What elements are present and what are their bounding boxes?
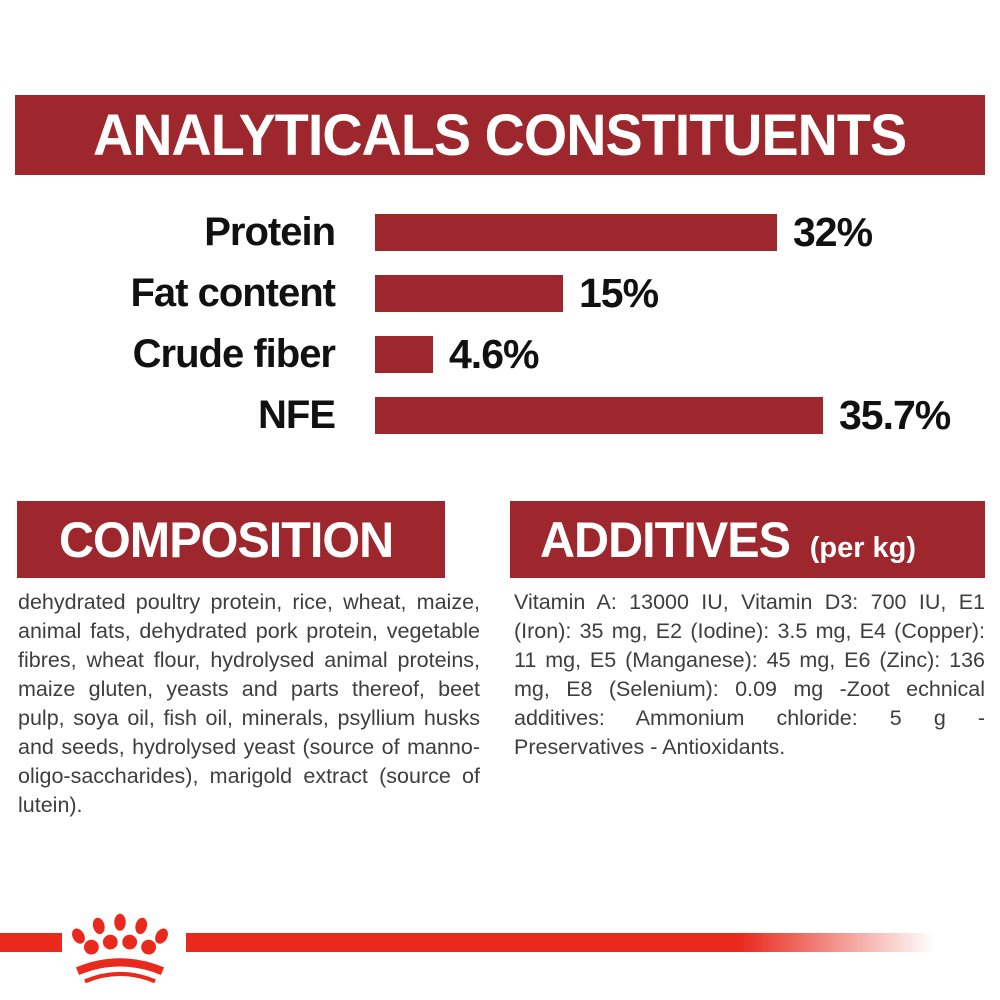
chart-category-label: Fat content <box>130 271 336 315</box>
chart-row: NFE 35.7% <box>0 385 1000 446</box>
composition-title: COMPOSITION <box>59 511 394 568</box>
additives-title: ADDITIVES <box>540 511 791 568</box>
chart-row: Protein 32% <box>0 202 1000 263</box>
chart-row: Fat content 15% <box>0 263 1000 324</box>
chart-row: Crude fiber 4.6% <box>0 324 1000 385</box>
additives-body: Vitamin A: 13000 IU, Vitamin D3: 700 IU,… <box>514 590 985 759</box>
chart-category-label: Crude fiber <box>132 332 336 376</box>
chart-bar-value: 32% <box>793 209 873 255</box>
analyticals-banner: ANALYTICALS CONSTITUENTS <box>15 95 985 175</box>
additives-unit-label: (per kg) <box>809 532 917 564</box>
chart-category-label: Protein <box>204 210 336 254</box>
footer-red-strip-left <box>0 933 62 952</box>
chart-bar <box>375 214 777 251</box>
chart-bar <box>375 397 823 434</box>
chart-bar-value: 15% <box>579 270 659 316</box>
crown-paw-logo-icon <box>72 913 168 984</box>
chart-bar-value: 4.6% <box>449 331 539 377</box>
composition-body: dehydrated poultry protein, rice, wheat,… <box>18 590 480 817</box>
chart-bar-value: 35.7% <box>839 392 951 438</box>
footer-red-strip-right <box>186 933 934 952</box>
additives-banner: ADDITIVES (per kg) <box>510 501 985 578</box>
composition-banner: COMPOSITION <box>17 501 445 578</box>
chart-category-label: NFE <box>258 393 336 437</box>
chart-bar <box>375 275 563 312</box>
analyticals-bar-chart: Protein 32% Fat content 15% Crude fiber 4.6% N… <box>0 202 1000 446</box>
analyticals-title: ANALYTICALS CONSTITUENTS <box>93 102 907 168</box>
chart-bar <box>375 336 433 373</box>
